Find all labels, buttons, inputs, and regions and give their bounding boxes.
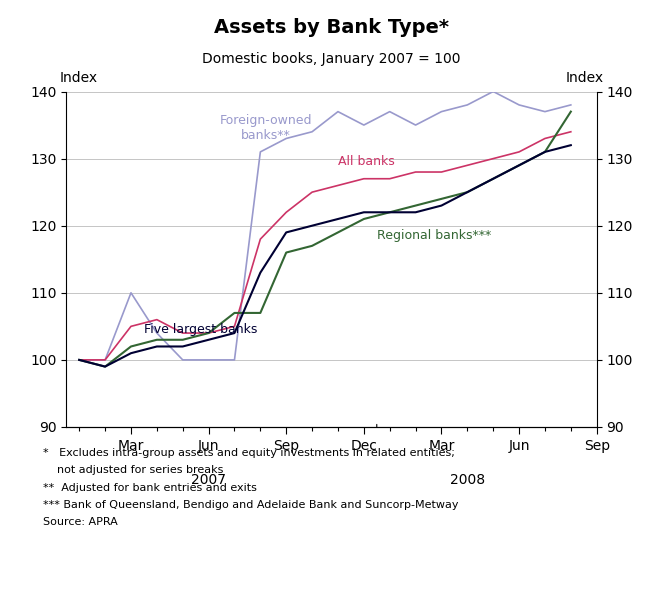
Text: *   Excludes intra-group assets and equity investments in related entities;: * Excludes intra-group assets and equity… [43,448,455,458]
Text: Foreign-owned
banks**: Foreign-owned banks** [219,115,312,142]
Text: All banks: All banks [338,156,394,168]
Text: Five largest banks: Five largest banks [144,323,257,336]
Text: Index: Index [565,71,603,85]
Text: Source: APRA: Source: APRA [43,517,118,526]
Text: Regional banks***: Regional banks*** [377,229,491,242]
Text: **  Adjusted for bank entries and exits: ** Adjusted for bank entries and exits [43,483,257,492]
Text: 2008: 2008 [450,473,485,487]
Text: Assets by Bank Type*: Assets by Bank Type* [214,18,449,37]
Text: Domestic books, January 2007 = 100: Domestic books, January 2007 = 100 [202,52,461,66]
Text: not adjusted for series breaks: not adjusted for series breaks [43,465,223,475]
Text: *** Bank of Queensland, Bendigo and Adelaide Bank and Suncorp-Metway: *** Bank of Queensland, Bendigo and Adel… [43,500,459,509]
Text: 2007: 2007 [191,473,226,487]
Text: Index: Index [60,71,98,85]
